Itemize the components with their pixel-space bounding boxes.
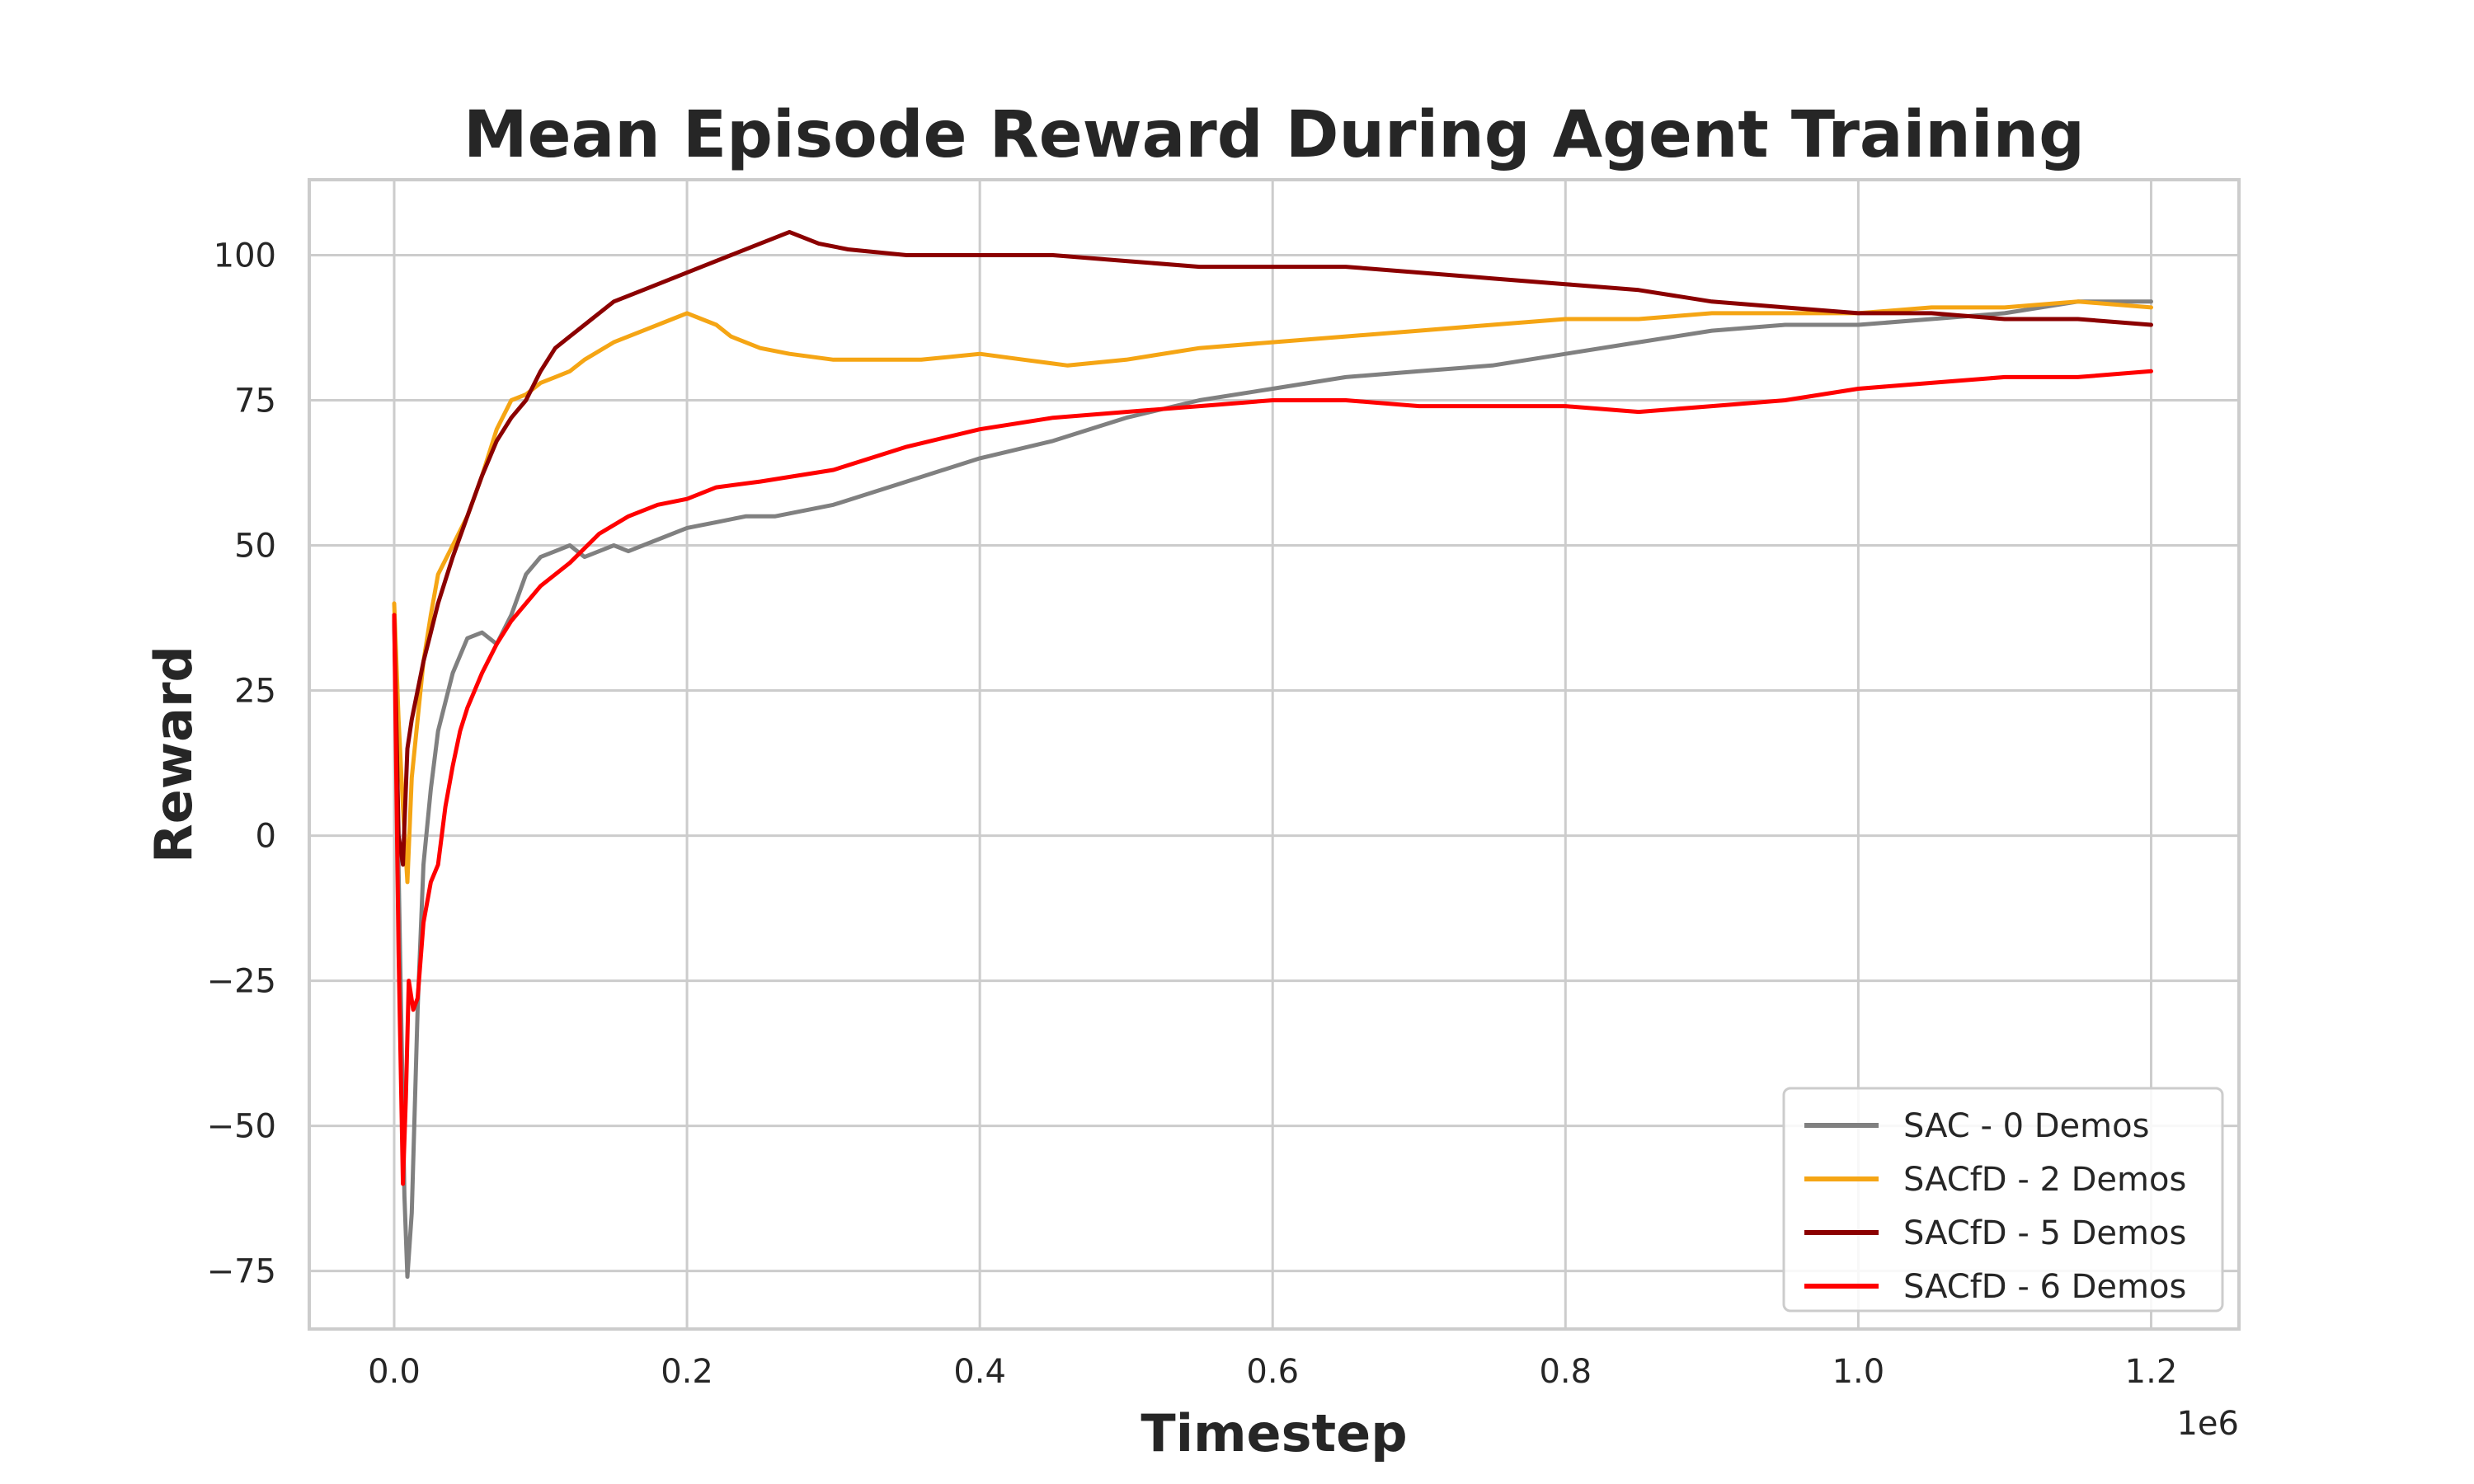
- y-axis-label: Reward: [143, 646, 204, 863]
- x-tick-label: 1.2: [2125, 1353, 2178, 1391]
- y-tick-label: −75: [207, 1253, 276, 1291]
- x-axis-label: Timestep: [1141, 1403, 1407, 1463]
- legend-box: [1782, 1087, 2224, 1313]
- y-tick-label: 0: [256, 818, 276, 856]
- x-tick-label: 0.8: [1539, 1353, 1592, 1391]
- legend: SAC - 0 Demos SACfD - 2 Demos SACfD - 5 De…: [1782, 1087, 2224, 1313]
- series-lines: [392, 229, 2153, 1280]
- series-line-sacfd-6-demos: [392, 369, 2153, 1186]
- y-tick-label: 25: [234, 673, 276, 711]
- x-axis-offset-text: 1e6: [2176, 1405, 2239, 1443]
- legend-label: SACfD - 6 Demos: [1903, 1268, 2186, 1306]
- x-tick-label: 0.4: [953, 1353, 1006, 1391]
- y-tick-label: 50: [234, 528, 276, 566]
- legend-label: SAC - 0 Demos: [1903, 1107, 2149, 1145]
- x-tick-label: 0.0: [368, 1353, 421, 1391]
- x-tick-label: 1.0: [1832, 1353, 1885, 1391]
- tick-labels: 0.0 0.2 0.4 0.6 0.8 1.0 1.2 −75 −50 −25 0 25 50 75 100: [207, 237, 2178, 1391]
- y-tick-label: 100: [214, 237, 276, 275]
- plot-frame: [308, 178, 2241, 1331]
- series-line-sac-0-demos: [392, 299, 2153, 1280]
- x-tick-label: 0.6: [1246, 1353, 1299, 1391]
- series-line-sacfd-2-demos: [392, 299, 2153, 885]
- x-tick-label: 0.2: [661, 1353, 713, 1391]
- legend-label: SACfD - 2 Demos: [1903, 1161, 2186, 1199]
- y-tick-label: 75: [234, 383, 276, 420]
- legend-label: SACfD - 5 Demos: [1903, 1214, 2186, 1252]
- chart-title: Mean Episode Reward During Agent Trainin…: [463, 98, 2085, 172]
- y-tick-label: −25: [207, 963, 276, 1001]
- series-line-sacfd-5-demos: [392, 229, 2153, 867]
- y-tick-label: −50: [207, 1108, 276, 1146]
